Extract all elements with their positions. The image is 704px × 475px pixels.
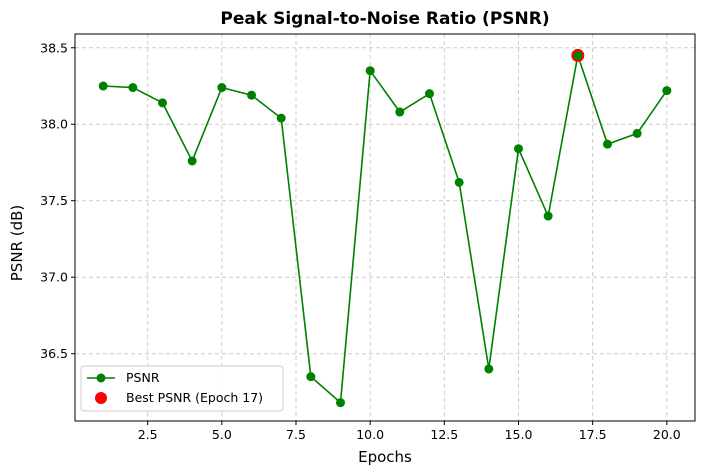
psnr-point — [276, 113, 286, 123]
legend-best-label: Best PSNR (Epoch 17) — [126, 390, 263, 405]
psnr-point — [247, 90, 257, 100]
psnr-point — [217, 83, 227, 93]
x-tick-label: 17.5 — [579, 427, 607, 442]
x-tick-label: 2.5 — [138, 427, 158, 442]
psnr-point — [424, 89, 434, 99]
legend-psnr-marker — [96, 373, 106, 383]
grid — [75, 34, 695, 421]
y-axis: 36.5 37.0 37.5 38.0 38.5 — [40, 40, 75, 361]
y-tick-label: 38.0 — [40, 117, 68, 132]
psnr-point — [128, 83, 138, 93]
x-tick-label: 20.0 — [653, 427, 681, 442]
psnr-point — [395, 107, 405, 117]
y-axis-label: PSNR (dB) — [8, 205, 26, 282]
psnr-point — [98, 81, 108, 91]
x-axis: 2.5 5.0 7.5 10.0 12.5 15.0 17.5 20.0 — [138, 421, 681, 442]
chart-title: Peak Signal-to-Noise Ratio (PSNR) — [220, 9, 549, 29]
plot-area-frame — [74, 33, 696, 422]
y-tick-label: 38.5 — [40, 40, 68, 55]
psnr-point — [632, 128, 642, 138]
psnr-point — [158, 98, 168, 108]
x-tick-label: 15.0 — [505, 427, 533, 442]
psnr-point — [662, 86, 672, 96]
x-axis-label: Epochs — [358, 448, 412, 466]
psnr-point — [454, 177, 464, 187]
x-tick-label: 12.5 — [430, 427, 458, 442]
psnr-point — [306, 372, 316, 382]
series-layer — [98, 48, 672, 408]
legend-frame — [80, 365, 284, 412]
psnr-point — [365, 66, 375, 76]
legend: PSNR Best PSNR (Epoch 17) — [80, 365, 284, 412]
legend-psnr-label: PSNR — [126, 370, 160, 385]
psnr-point — [602, 139, 612, 149]
psnr-point — [484, 364, 494, 374]
legend-best-marker — [95, 392, 107, 404]
x-tick-label: 5.0 — [212, 427, 232, 442]
psnr-point — [513, 144, 523, 154]
psnr-series-line — [103, 55, 668, 405]
psnr-point — [187, 156, 197, 166]
y-tick-label: 37.5 — [40, 193, 68, 208]
x-tick-label: 7.5 — [286, 427, 306, 442]
psnr-point — [336, 398, 346, 408]
psnr-point — [543, 211, 553, 221]
y-tick-label: 37.0 — [40, 270, 68, 285]
x-tick-label: 10.0 — [356, 427, 384, 442]
y-tick-label: 36.5 — [40, 346, 68, 361]
psnr-point-over-best — [573, 50, 583, 60]
